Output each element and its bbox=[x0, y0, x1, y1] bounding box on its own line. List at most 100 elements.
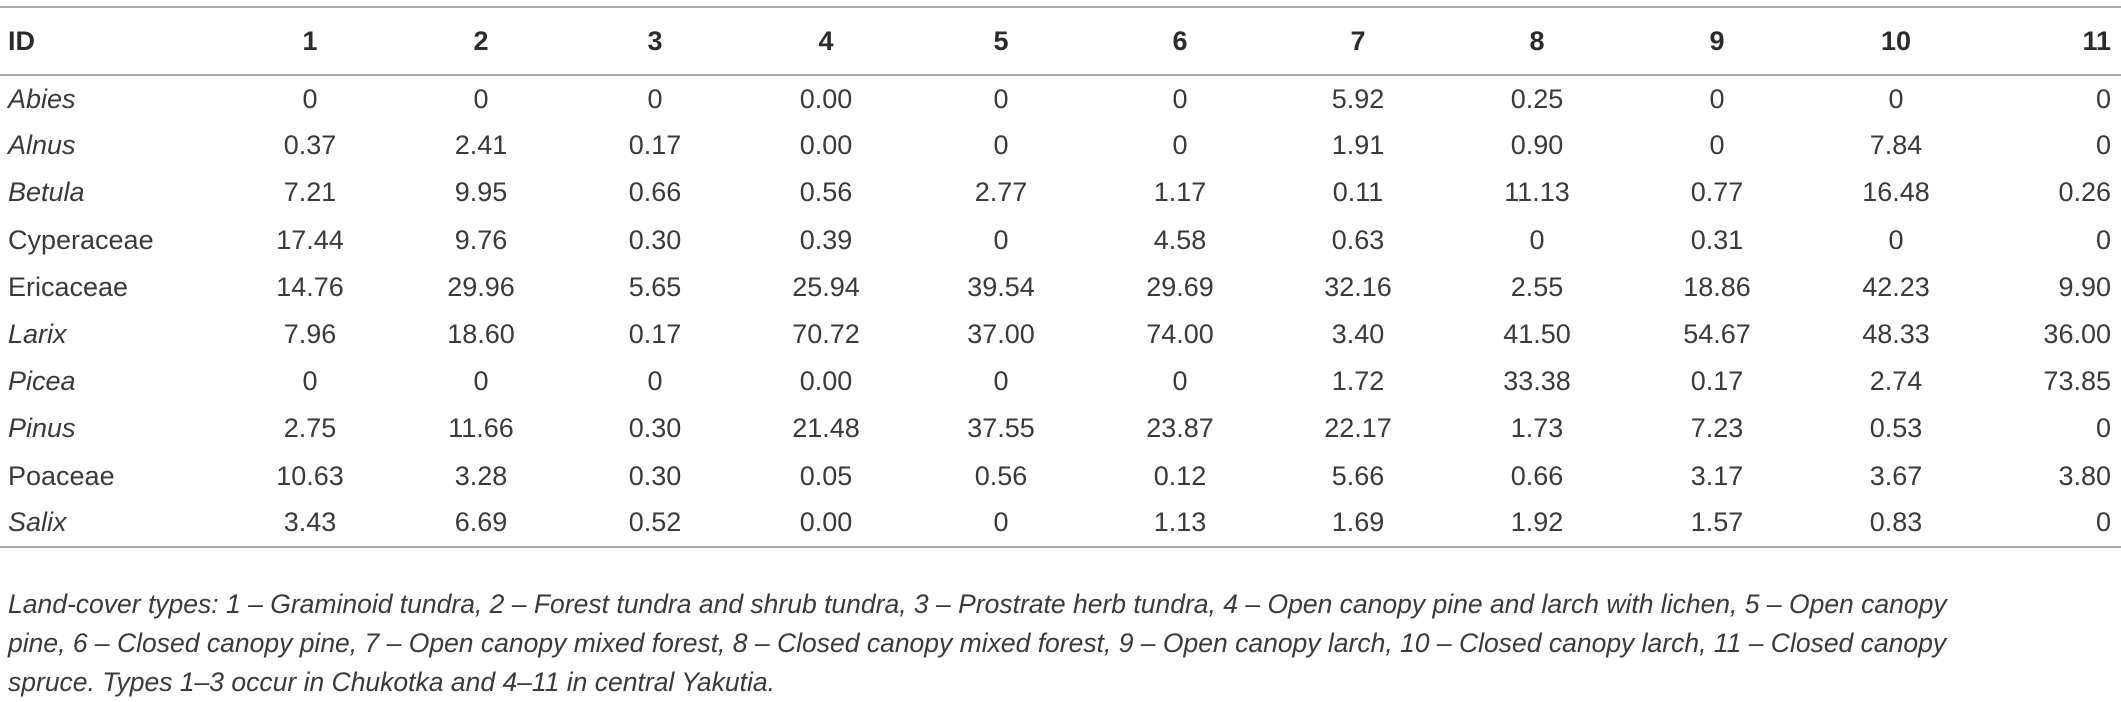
table-cell: 0.30 bbox=[628, 224, 682, 255]
table-cell: 3.43 bbox=[228, 499, 392, 548]
table-cell: 0 bbox=[1888, 83, 1904, 114]
table-cell: 48.33 bbox=[1862, 319, 1930, 350]
table-cell: 0 bbox=[2095, 413, 2111, 444]
table-row: Alnus 0.37 2.41 0.17 0.00 0 0 1.91 0.90 0 7.84 0 bbox=[0, 122, 2121, 169]
table-cell: 0.00 bbox=[740, 499, 912, 548]
table-cell: 25.94 bbox=[792, 271, 860, 302]
table-cell: 0 bbox=[647, 366, 663, 397]
table-row: Salix 3.43 6.69 0.52 0.00 0 1.13 1.69 1.92 1.57 0.… bbox=[0, 499, 2121, 548]
table-cell: 32.16 bbox=[1324, 271, 1392, 302]
column-header-4: 4 bbox=[740, 6, 912, 76]
table-cell: 3.67 bbox=[1869, 460, 1923, 491]
table-cell: 0 bbox=[1986, 499, 2121, 548]
table-cell: 7.96 bbox=[283, 319, 337, 350]
table-cell: 2.77 bbox=[974, 177, 1028, 208]
table-cell: 0 bbox=[2095, 224, 2111, 255]
table-cell: 0.12 bbox=[1153, 460, 1207, 491]
table-cell: 1.13 bbox=[1090, 499, 1270, 548]
taxon-name: Larix bbox=[8, 319, 67, 350]
table-cell: 0.53 bbox=[1869, 413, 1923, 444]
table-cell: 18.86 bbox=[1683, 271, 1751, 302]
table-cell: 0 bbox=[1888, 224, 1904, 255]
table-cell: 5.65 bbox=[628, 271, 682, 302]
table-cell: 0.26 bbox=[2058, 177, 2111, 208]
table-cell: 0.00 bbox=[799, 130, 853, 161]
table-cell: 1.91 bbox=[1331, 130, 1385, 161]
taxon-name: Ericaceae bbox=[8, 271, 129, 302]
table-cell: 0.39 bbox=[799, 224, 853, 255]
table-row: Picea 0 0 0 0.00 0 0 1.72 33.38 0.17 2.74 73.85 bbox=[0, 358, 2121, 405]
table-cell: 37.00 bbox=[967, 319, 1035, 350]
table-cell: 3.28 bbox=[454, 460, 508, 491]
header-row: ID 1 2 3 4 5 6 7 8 9 10 11 bbox=[0, 6, 2121, 76]
table-cell: 0 bbox=[302, 366, 318, 397]
taxon-name: Alnus bbox=[8, 130, 76, 161]
table-cell: 16.48 bbox=[1862, 177, 1930, 208]
column-header-1: 1 bbox=[228, 6, 392, 76]
table-cell: 1.92 bbox=[1446, 499, 1628, 548]
table-cell: 36.00 bbox=[2043, 319, 2111, 350]
table-cell: 0 bbox=[1172, 366, 1188, 397]
table-cell: 0.56 bbox=[799, 177, 853, 208]
table-cell: 2.55 bbox=[1510, 271, 1564, 302]
table-cell: 0.00 bbox=[799, 83, 853, 114]
table-cell: 0 bbox=[1172, 83, 1188, 114]
column-header-7: 7 bbox=[1270, 6, 1446, 76]
table-cell: 0.37 bbox=[283, 130, 337, 161]
table-cell: 37.55 bbox=[967, 413, 1035, 444]
table-cell: 11.13 bbox=[1504, 177, 1570, 208]
table-cell: 10.63 bbox=[276, 460, 344, 491]
taxon-name: Abies bbox=[8, 83, 76, 114]
table-cell: 0.52 bbox=[570, 499, 740, 548]
table-cell: 0.17 bbox=[1690, 366, 1744, 397]
table-row: Ericaceae 14.76 29.96 5.65 25.94 39.54 29.69 32… bbox=[0, 264, 2121, 311]
table-cell: 18.60 bbox=[447, 319, 515, 350]
table-cell: 7.84 bbox=[1869, 130, 1923, 161]
table-cell: 73.85 bbox=[2043, 366, 2111, 397]
table-cell: 39.54 bbox=[967, 271, 1035, 302]
table-cell: 3.80 bbox=[2058, 460, 2111, 491]
taxon-name: Betula bbox=[8, 177, 85, 208]
table-cell: 2.41 bbox=[454, 130, 508, 161]
column-header-5: 5 bbox=[912, 6, 1090, 76]
table-cell: 3.17 bbox=[1690, 460, 1744, 491]
table-cell: 29.96 bbox=[447, 271, 515, 302]
table-cell: 0.63 bbox=[1331, 224, 1385, 255]
table-cell: 0 bbox=[993, 83, 1009, 114]
table-cell: 0.56 bbox=[974, 460, 1028, 491]
column-header-2: 2 bbox=[392, 6, 570, 76]
table-cell: 4.58 bbox=[1153, 224, 1207, 255]
table-cell: 1.73 bbox=[1510, 413, 1564, 444]
table-cell: 2.75 bbox=[283, 413, 337, 444]
table-cell: 5.66 bbox=[1331, 460, 1385, 491]
table-cell: 0 bbox=[302, 83, 318, 114]
table-footnote: Land-cover types: 1 – Graminoid tundra, … bbox=[8, 585, 2108, 702]
table-cell: 0 bbox=[912, 499, 1090, 548]
table-cell: 0.17 bbox=[628, 130, 682, 161]
column-header-10: 10 bbox=[1806, 6, 1986, 76]
table-cell: 0.11 bbox=[1332, 177, 1384, 208]
table-cell: 7.23 bbox=[1690, 413, 1744, 444]
table-cell: 0.00 bbox=[799, 366, 853, 397]
table-cell: 3.40 bbox=[1331, 319, 1385, 350]
table-cell: 0 bbox=[1709, 83, 1725, 114]
table-cell: 0.25 bbox=[1510, 83, 1564, 114]
table-cell: 0 bbox=[1529, 224, 1545, 255]
table-cell: 5.92 bbox=[1331, 83, 1385, 114]
column-header-id: ID bbox=[0, 6, 228, 76]
taxon-name: Picea bbox=[8, 366, 76, 397]
table-cell: 1.72 bbox=[1331, 366, 1385, 397]
table-cell: 23.87 bbox=[1146, 413, 1214, 444]
table-row: Abies 0 0 0 0.00 0 0 5.92 0.25 0 0 0 bbox=[0, 75, 2121, 122]
table-cell: 0 bbox=[2095, 83, 2111, 114]
table-cell: 11.66 bbox=[448, 413, 514, 444]
table-row: Pinus 2.75 11.66 0.30 21.48 37.55 23.87 22.17 1.… bbox=[0, 405, 2121, 452]
table-body: Abies 0 0 0 0.00 0 0 5.92 0.25 0 0 0 Alnus 0.37 2.41 0.… bbox=[0, 75, 2121, 548]
table-cell: 0.31 bbox=[1690, 224, 1744, 255]
table-cell: 0.30 bbox=[628, 413, 682, 444]
taxon-name: Cyperaceae bbox=[8, 224, 154, 255]
table-cell: 9.90 bbox=[2058, 271, 2111, 302]
taxon-name: Poaceae bbox=[8, 460, 115, 491]
table-cell: 0 bbox=[993, 130, 1009, 161]
